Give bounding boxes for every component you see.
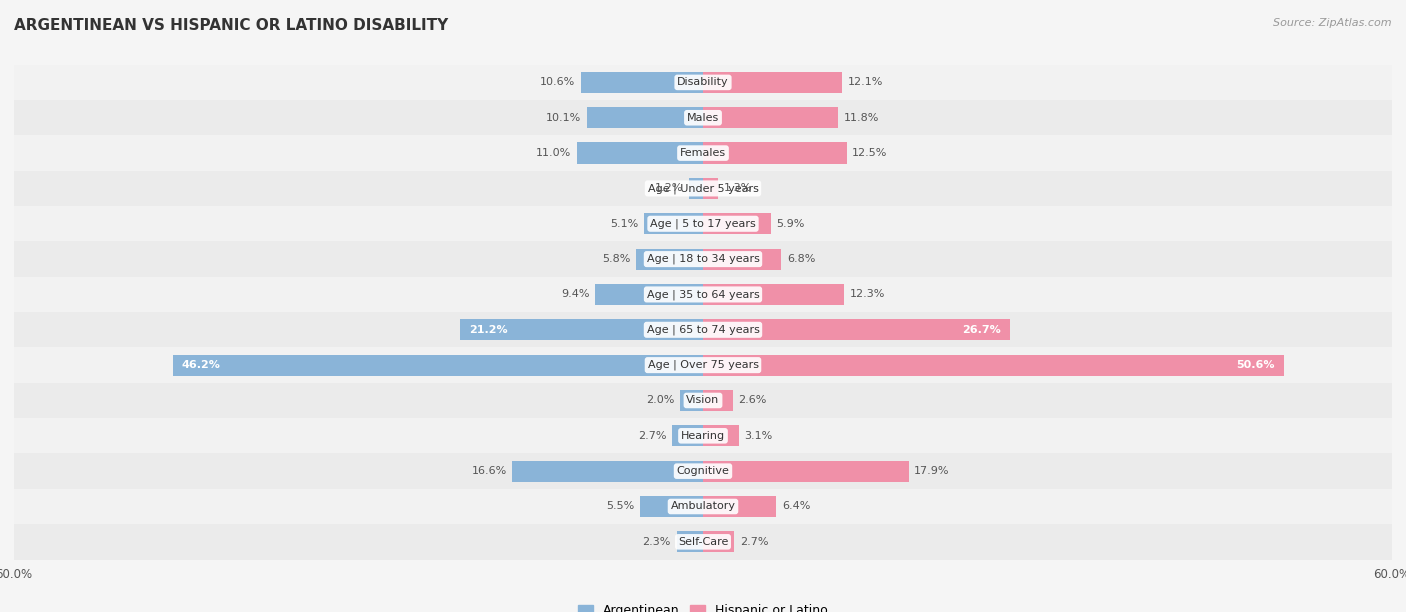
Bar (460, 319, 703, 340)
Text: Age | 35 to 64 years: Age | 35 to 64 years (647, 289, 759, 300)
Text: 11.8%: 11.8% (844, 113, 880, 123)
Bar (703, 213, 770, 234)
Text: 6.8%: 6.8% (787, 254, 815, 264)
Bar (14, 206, 1392, 242)
Bar (703, 248, 782, 270)
Bar (703, 319, 1010, 340)
Bar (644, 213, 703, 234)
Text: 21.2%: 21.2% (468, 325, 508, 335)
Bar (14, 524, 1392, 559)
Text: 1.3%: 1.3% (724, 184, 752, 193)
Bar (703, 72, 842, 93)
Text: 9.4%: 9.4% (561, 289, 589, 299)
Text: 5.1%: 5.1% (610, 218, 638, 229)
Bar (581, 72, 703, 93)
Bar (14, 312, 1392, 348)
Text: Self-Care: Self-Care (678, 537, 728, 547)
Text: 2.0%: 2.0% (645, 395, 675, 406)
Text: 12.3%: 12.3% (851, 289, 886, 299)
Bar (14, 489, 1392, 524)
Text: 3.1%: 3.1% (744, 431, 772, 441)
Text: Age | Over 75 years: Age | Over 75 years (648, 360, 758, 370)
Text: Disability: Disability (678, 77, 728, 88)
Bar (703, 531, 734, 553)
Text: Males: Males (688, 113, 718, 123)
Bar (703, 178, 718, 199)
Text: 50.6%: 50.6% (1236, 360, 1275, 370)
Bar (681, 390, 703, 411)
Text: 12.1%: 12.1% (848, 77, 883, 88)
Text: 5.8%: 5.8% (602, 254, 631, 264)
Text: 6.4%: 6.4% (782, 501, 811, 512)
Bar (14, 418, 1392, 453)
Text: 2.7%: 2.7% (638, 431, 666, 441)
Bar (703, 390, 733, 411)
Bar (14, 242, 1392, 277)
Text: 12.5%: 12.5% (852, 148, 887, 158)
Bar (14, 100, 1392, 135)
Text: 2.6%: 2.6% (738, 395, 766, 406)
Text: Age | Under 5 years: Age | Under 5 years (648, 183, 758, 193)
Text: 26.7%: 26.7% (962, 325, 1001, 335)
Text: 46.2%: 46.2% (181, 360, 221, 370)
Text: Vision: Vision (686, 395, 720, 406)
Legend: Argentinean, Hispanic or Latino: Argentinean, Hispanic or Latino (574, 599, 832, 612)
Text: 2.3%: 2.3% (643, 537, 671, 547)
Bar (14, 171, 1392, 206)
Bar (703, 143, 846, 163)
Text: 17.9%: 17.9% (914, 466, 950, 476)
Text: 10.6%: 10.6% (540, 77, 575, 88)
Bar (588, 107, 703, 129)
Text: 1.2%: 1.2% (655, 184, 683, 193)
Bar (512, 461, 703, 482)
Text: Source: ZipAtlas.com: Source: ZipAtlas.com (1274, 18, 1392, 28)
Text: 16.6%: 16.6% (471, 466, 506, 476)
Bar (14, 348, 1392, 382)
Bar (703, 425, 738, 446)
Text: Ambulatory: Ambulatory (671, 501, 735, 512)
Text: 5.5%: 5.5% (606, 501, 634, 512)
Bar (173, 354, 703, 376)
Text: Females: Females (681, 148, 725, 158)
Text: Age | 18 to 34 years: Age | 18 to 34 years (647, 254, 759, 264)
Bar (576, 143, 703, 163)
Bar (14, 65, 1392, 100)
Bar (14, 382, 1392, 418)
Bar (637, 248, 703, 270)
Bar (703, 284, 844, 305)
Bar (595, 284, 703, 305)
Text: Age | 65 to 74 years: Age | 65 to 74 years (647, 324, 759, 335)
Bar (640, 496, 703, 517)
Bar (14, 135, 1392, 171)
Bar (14, 453, 1392, 489)
Text: Cognitive: Cognitive (676, 466, 730, 476)
Bar (703, 496, 776, 517)
Text: 10.1%: 10.1% (546, 113, 581, 123)
Bar (703, 461, 908, 482)
Text: ARGENTINEAN VS HISPANIC OR LATINO DISABILITY: ARGENTINEAN VS HISPANIC OR LATINO DISABI… (14, 18, 449, 34)
Text: 2.7%: 2.7% (740, 537, 768, 547)
Bar (689, 178, 703, 199)
Bar (14, 277, 1392, 312)
Text: 11.0%: 11.0% (536, 148, 571, 158)
Bar (703, 107, 838, 129)
Text: 5.9%: 5.9% (776, 218, 804, 229)
Bar (703, 354, 1284, 376)
Text: Hearing: Hearing (681, 431, 725, 441)
Bar (676, 531, 703, 553)
Bar (672, 425, 703, 446)
Text: Age | 5 to 17 years: Age | 5 to 17 years (650, 218, 756, 229)
